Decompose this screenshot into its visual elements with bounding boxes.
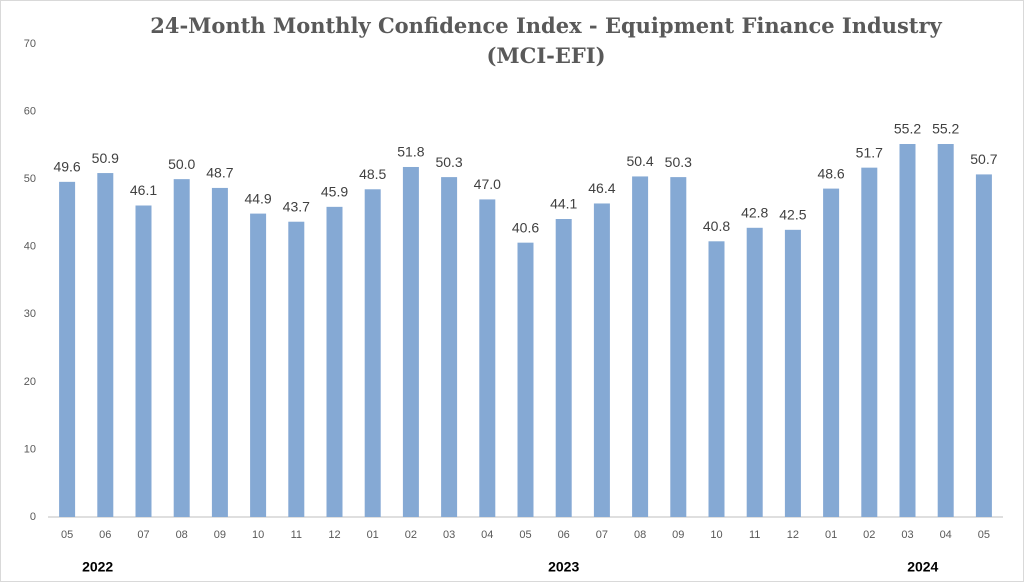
data-label: 50.3 xyxy=(435,154,462,170)
x-tick-label: 05 xyxy=(519,529,531,541)
x-tick-label: 06 xyxy=(99,529,111,541)
bar xyxy=(899,144,916,517)
data-label: 48.6 xyxy=(817,165,844,181)
y-tick-label: 20 xyxy=(24,376,36,388)
bar xyxy=(135,205,152,517)
x-tick-label: 01 xyxy=(825,529,837,541)
data-label: 40.6 xyxy=(512,219,539,235)
data-label: 50.3 xyxy=(665,154,692,170)
x-tick-label: 01 xyxy=(367,529,379,541)
x-tick-label: 11 xyxy=(749,529,760,541)
data-label: 45.9 xyxy=(321,184,348,200)
data-label: 42.5 xyxy=(779,207,806,223)
x-tick-label: 07 xyxy=(137,529,149,541)
x-tick-label: 09 xyxy=(672,529,684,541)
bar xyxy=(288,221,305,517)
bar xyxy=(708,241,725,517)
data-label: 40.8 xyxy=(703,218,730,234)
bar xyxy=(975,174,992,518)
bar xyxy=(441,177,458,517)
bar xyxy=(593,203,610,517)
x-tick-label: 02 xyxy=(863,529,875,541)
x-tick-label: 05 xyxy=(61,529,73,541)
bar xyxy=(746,227,763,517)
bar xyxy=(59,181,76,518)
data-label: 43.7 xyxy=(283,198,310,214)
x-tick-label: 07 xyxy=(596,529,608,541)
x-tick-label: 05 xyxy=(978,529,990,541)
data-label: 51.7 xyxy=(856,144,883,160)
bar xyxy=(211,187,228,518)
x-tick-label: 03 xyxy=(901,529,913,541)
x-tick-label: 12 xyxy=(787,529,799,541)
y-tick-label: 30 xyxy=(24,308,36,320)
bar xyxy=(479,199,496,517)
x-tick-label: 08 xyxy=(176,529,188,541)
y-tick-label: 0 xyxy=(30,511,36,523)
data-label: 51.8 xyxy=(397,144,424,160)
bar xyxy=(517,242,534,517)
bar xyxy=(173,179,190,517)
data-label: 55.2 xyxy=(932,121,959,137)
data-label: 48.5 xyxy=(359,166,386,182)
bar xyxy=(823,188,840,518)
bar xyxy=(250,213,267,517)
bar xyxy=(402,166,419,518)
bar xyxy=(861,167,878,518)
year-label: 2024 xyxy=(907,559,938,575)
x-tick-label: 04 xyxy=(481,529,493,541)
x-tick-label: 10 xyxy=(710,529,722,541)
chart-title: 24-Month Monthly Confidence Index - Equi… xyxy=(150,13,942,68)
year-label: 2022 xyxy=(82,559,113,575)
data-label: 46.4 xyxy=(588,180,615,196)
data-label: 47.0 xyxy=(474,176,501,192)
x-tick-label: 12 xyxy=(328,529,340,541)
y-tick-label: 10 xyxy=(24,443,36,455)
bar xyxy=(937,144,954,517)
data-label: 49.6 xyxy=(53,159,80,175)
data-label: 50.7 xyxy=(970,151,997,167)
data-label: 50.4 xyxy=(626,153,653,169)
y-tick-label: 70 xyxy=(24,38,36,50)
x-tick-label: 02 xyxy=(405,529,417,541)
data-label: 50.9 xyxy=(92,150,119,166)
y-tick-label: 40 xyxy=(24,241,36,253)
bar xyxy=(364,189,381,517)
bar xyxy=(632,176,649,517)
chart-title-text: 24-Month Monthly Confidence Index - Equi… xyxy=(150,13,942,68)
bar xyxy=(784,229,801,518)
x-tick-label: 10 xyxy=(252,529,264,541)
year-label: 2023 xyxy=(548,559,579,575)
data-label: 48.7 xyxy=(206,165,233,181)
x-tick-label: 04 xyxy=(940,529,952,541)
data-label: 55.2 xyxy=(894,121,921,137)
bar xyxy=(326,206,343,517)
x-tick-label: 09 xyxy=(214,529,226,541)
data-label: 44.9 xyxy=(244,190,271,206)
data-label: 44.1 xyxy=(550,196,577,212)
bar xyxy=(555,219,572,517)
x-tick-label: 06 xyxy=(558,529,570,541)
x-tick-label: 03 xyxy=(443,529,455,541)
data-label: 42.8 xyxy=(741,204,768,220)
bar xyxy=(670,177,687,517)
x-tick-label: 08 xyxy=(634,529,646,541)
x-tick-label: 11 xyxy=(291,529,302,541)
y-tick-label: 50 xyxy=(24,173,36,185)
data-label: 50.0 xyxy=(168,156,195,172)
bar xyxy=(97,173,114,517)
y-tick-label: 60 xyxy=(24,105,36,117)
data-label: 46.1 xyxy=(130,182,157,198)
